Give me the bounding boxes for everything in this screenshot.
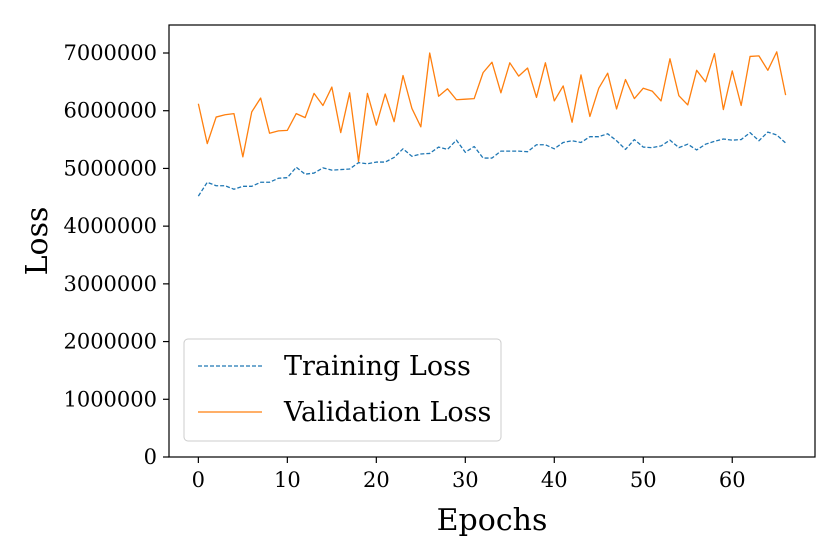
legend-label-validation-loss: Validation Loss (283, 397, 491, 428)
y-axis-label: Loss (20, 207, 55, 276)
legend-label-training-loss: Training Loss (284, 351, 471, 382)
y-tick-label: 5000000 (63, 156, 157, 180)
x-tick-label: 30 (452, 468, 479, 492)
x-tick-label: 10 (274, 468, 301, 492)
legend: Training Loss Validation Loss (183, 338, 502, 442)
x-tick-label: 0 (192, 468, 205, 492)
legend-box (183, 338, 502, 442)
series-line-training-loss (197, 131, 787, 197)
series-layer (197, 51, 787, 197)
y-tick-label: 4000000 (63, 214, 157, 238)
x-tick-label: 20 (363, 468, 390, 492)
plot-frame (168, 24, 816, 458)
x-tick-label: 40 (541, 468, 568, 492)
y-axis-ticks: 0 1000000 2000000 3000000 4000000 5000000 6000… (63, 41, 169, 469)
x-axis-ticks: 0 10 20 30 40 50 60 (192, 457, 746, 492)
y-tick-label: 3000000 (63, 272, 157, 296)
x-tick-label: 50 (630, 468, 657, 492)
x-tick-label: 60 (719, 468, 746, 492)
y-tick-label: 1000000 (63, 387, 157, 411)
y-tick-label: 0 (144, 445, 157, 469)
series-line-validation-loss (197, 51, 787, 163)
y-tick-label: 6000000 (63, 99, 157, 123)
x-axis-label: Epochs (437, 503, 548, 538)
y-tick-label: 2000000 (63, 330, 157, 354)
y-tick-label: 7000000 (63, 41, 157, 65)
